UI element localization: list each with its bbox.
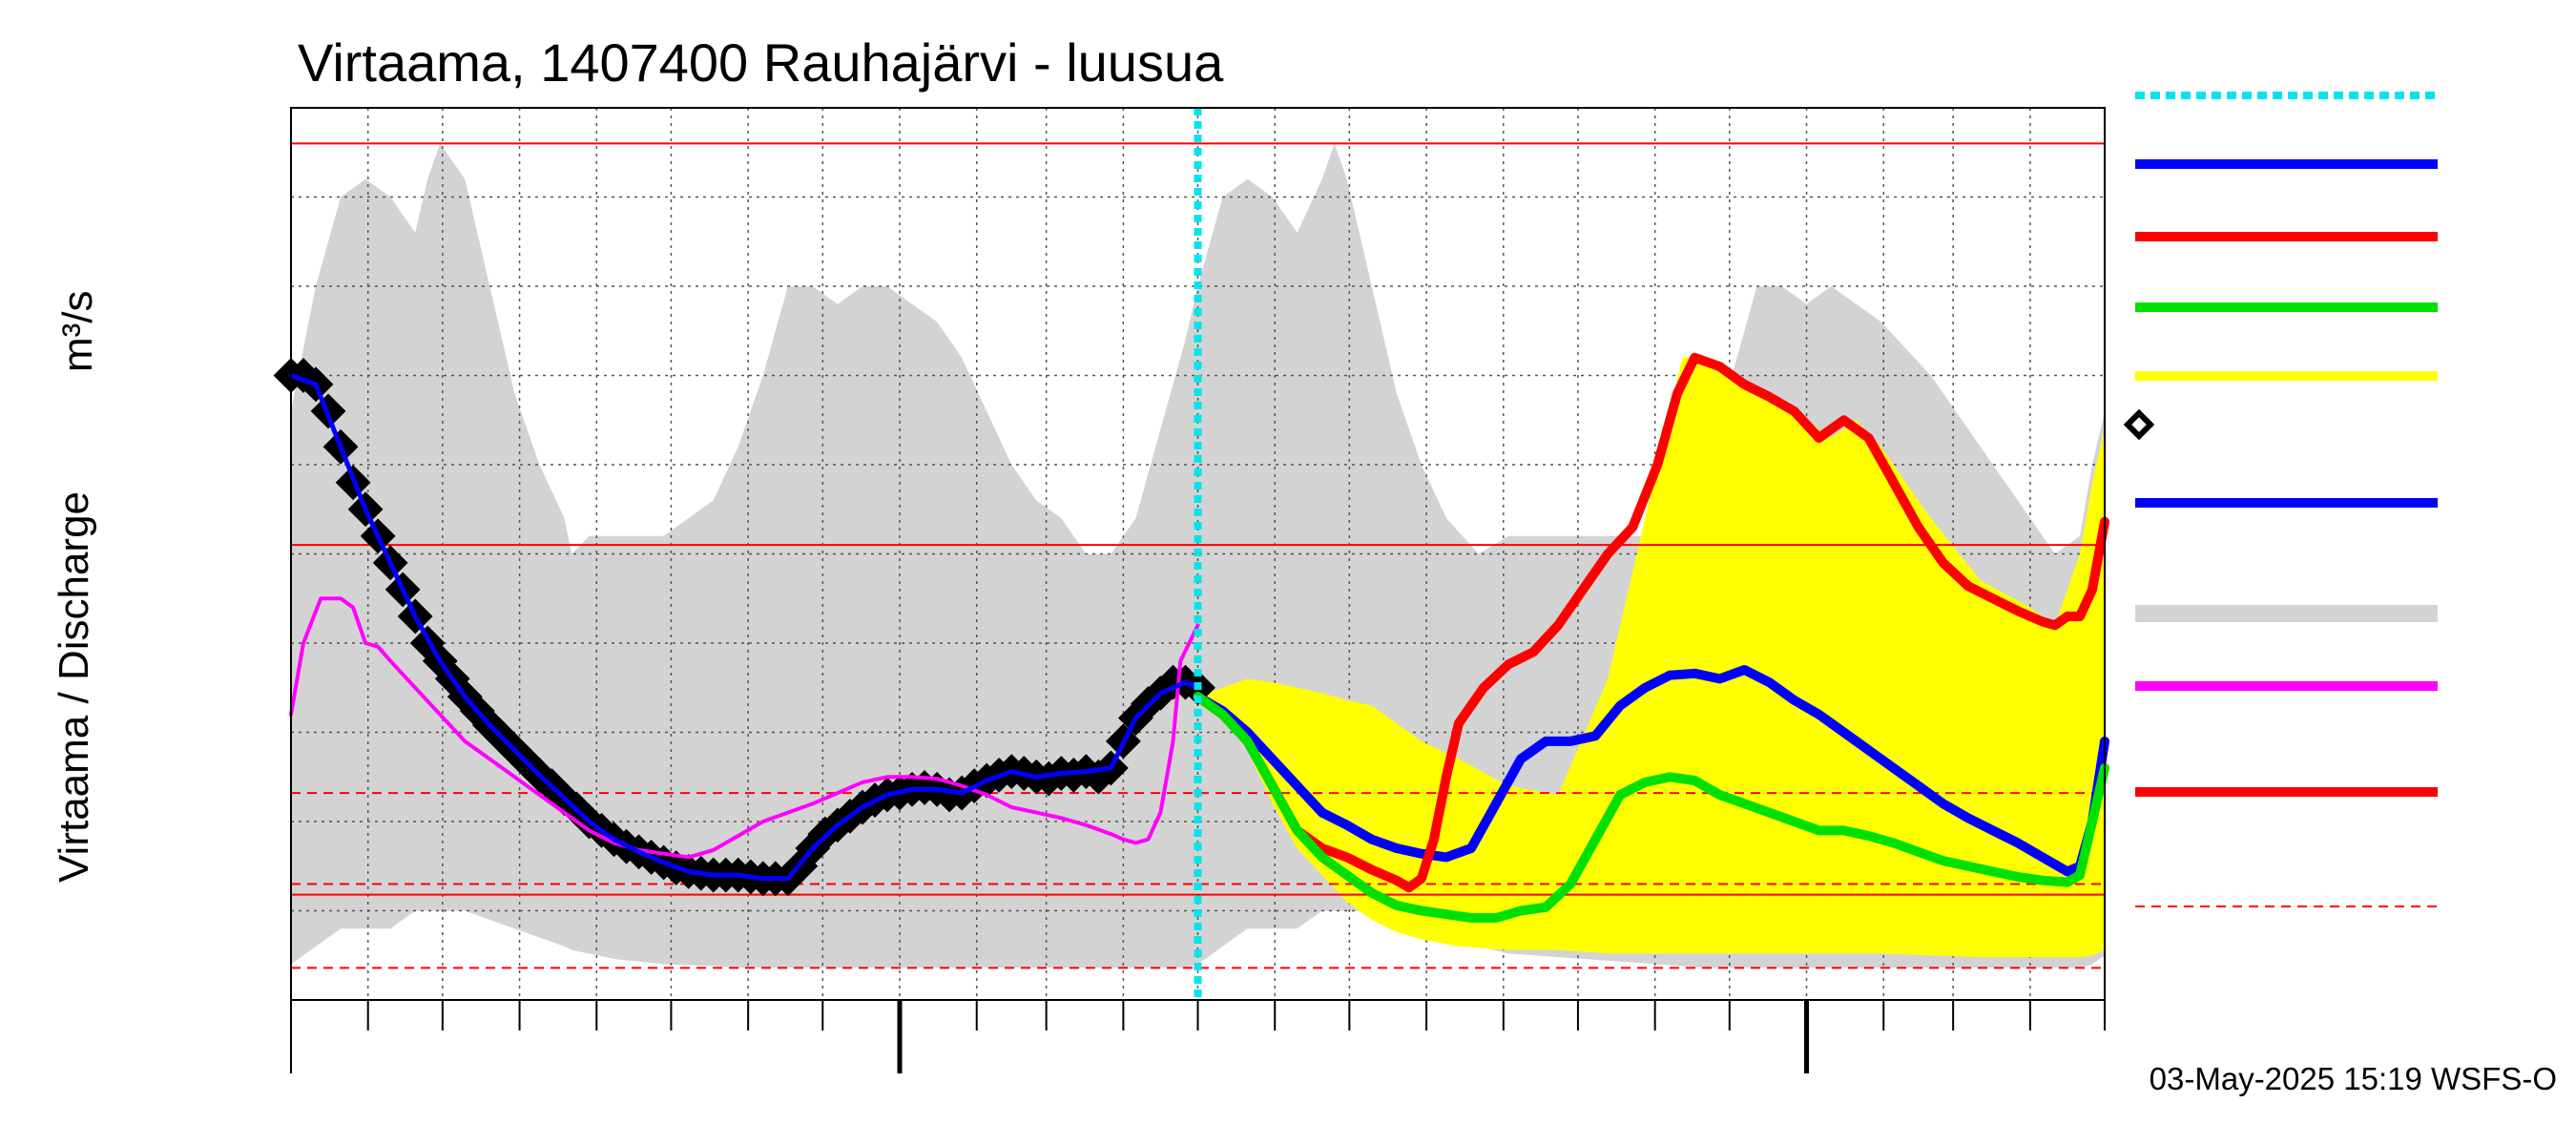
plot-area	[273, 107, 2109, 1001]
legend-diamond-icon	[2123, 408, 2155, 441]
chart-title: Virtaama, 1407400 Rauhajärvi - luusua	[298, 32, 1224, 93]
y-axis-label: Virtaama / Discharge	[51, 491, 97, 883]
simulated-history-line	[288, 373, 1200, 882]
median-series-line	[289, 596, 1200, 860]
x-axis	[290, 1000, 2106, 1073]
y-axis-unit: m³/s	[54, 290, 101, 372]
forecast-range-band	[1197, 357, 2105, 958]
footer-timestamp: 03-May-2025 15:19 WSFS-O	[2150, 1061, 2557, 1096]
mean-peak-forecast-line	[1193, 665, 2109, 877]
min-peak-forecast-line	[1193, 692, 2109, 923]
max-peak-forecast-line	[1193, 352, 2109, 893]
legend	[2123, 92, 2438, 907]
